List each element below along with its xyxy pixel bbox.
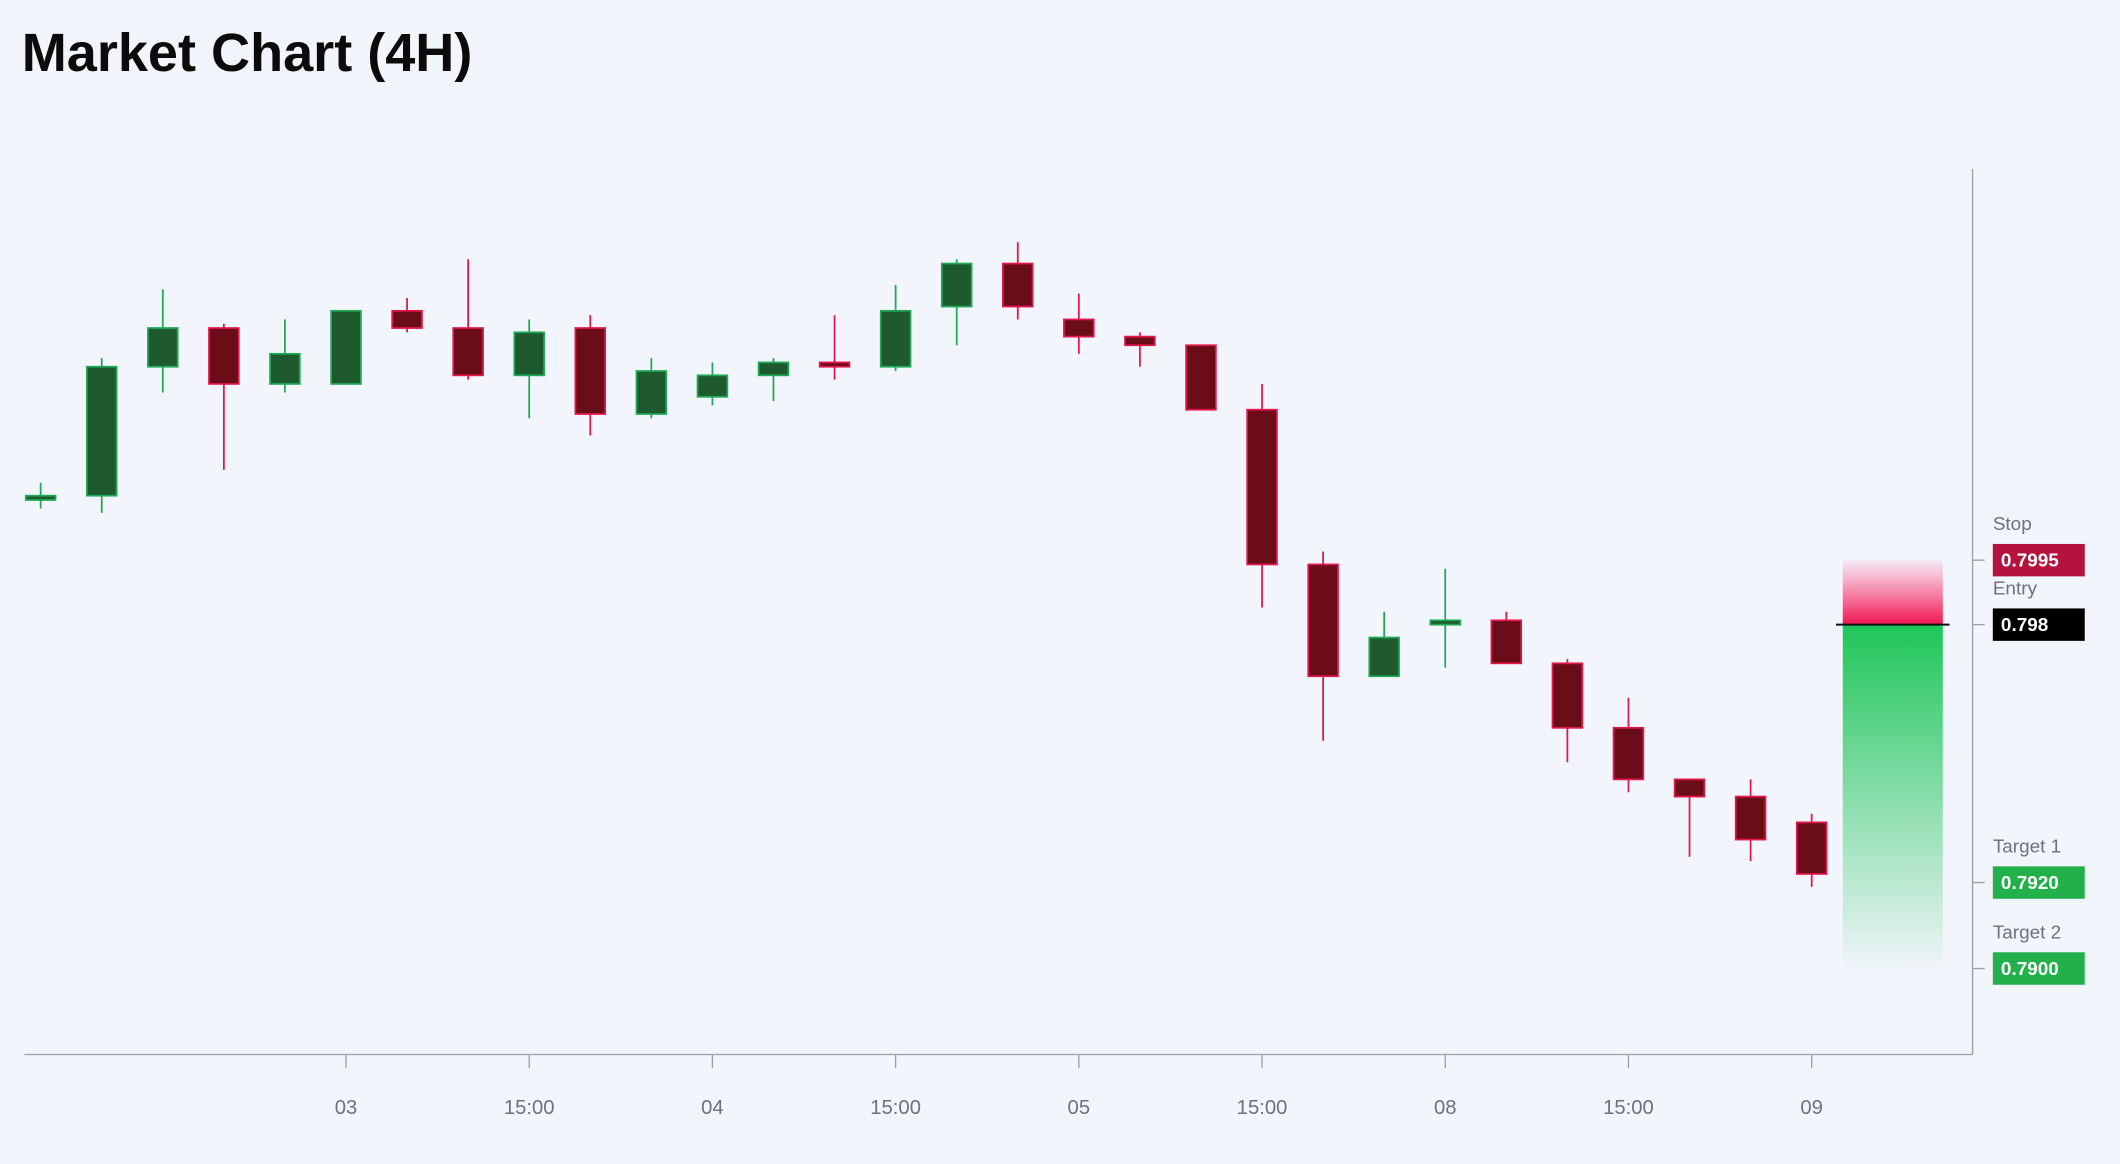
candle-body <box>391 309 423 329</box>
x-tick-label: 05 <box>1068 1097 1091 1119</box>
x-tick-label: 15:00 <box>1603 1097 1654 1119</box>
candle-body <box>85 365 118 497</box>
candle-body <box>879 309 912 368</box>
level-name: Target 1 <box>1993 836 2061 857</box>
level-value: 0.7920 <box>2001 873 2059 894</box>
x-tick-label: 09 <box>1800 1097 1823 1119</box>
candle-body <box>269 352 301 385</box>
candle-body <box>1734 795 1767 841</box>
level-value: 0.7995 <box>2001 551 2059 572</box>
candle-body <box>940 262 973 308</box>
x-tick-label: 04 <box>701 1097 724 1119</box>
x-tick-label: 15:00 <box>1237 1097 1288 1119</box>
x-tick-label: 15:00 <box>870 1097 921 1119</box>
level-name: Entry <box>1993 578 2038 599</box>
level-badge <box>1992 866 2085 899</box>
candle-body <box>452 327 484 377</box>
candle-body <box>1368 636 1400 678</box>
level-badge <box>1992 952 2085 985</box>
candle-body <box>1246 408 1278 566</box>
candle-body <box>513 331 545 377</box>
x-tick-label: 08 <box>1434 1097 1457 1119</box>
candle-body <box>1429 619 1461 626</box>
candle-body <box>1124 335 1156 347</box>
level-name: Stop <box>1993 514 2032 535</box>
candle-body <box>635 370 668 415</box>
candle-body <box>1795 821 1828 875</box>
level-badge <box>1992 543 2085 577</box>
candle-body <box>696 374 729 398</box>
x-tick-label: 15:00 <box>504 1097 555 1119</box>
candle-body <box>1185 344 1217 411</box>
candle-body <box>1551 662 1584 729</box>
candle-body <box>1307 563 1339 678</box>
level-name: Target 2 <box>1993 922 2061 943</box>
candle-body <box>24 494 57 501</box>
candle-body <box>574 327 607 415</box>
risk-zone <box>1842 560 1943 625</box>
candle-body <box>330 309 362 385</box>
chart-title: Market Chart (4H) <box>22 23 473 83</box>
x-tick-label: 03 <box>335 1097 358 1119</box>
candle-body <box>1612 726 1645 781</box>
candle-body <box>1673 778 1706 798</box>
candle-body <box>1002 262 1034 308</box>
candle-body <box>1490 619 1523 665</box>
candle-body <box>208 327 240 385</box>
candle-body <box>757 361 790 377</box>
candle-body <box>147 327 179 368</box>
level-value: 0.7900 <box>2001 959 2059 980</box>
level-badge <box>1992 608 2085 641</box>
candle-body <box>1063 318 1095 338</box>
candle-body <box>818 361 851 368</box>
level-value: 0.798 <box>2001 615 2048 636</box>
reward-zone <box>1842 624 1943 969</box>
